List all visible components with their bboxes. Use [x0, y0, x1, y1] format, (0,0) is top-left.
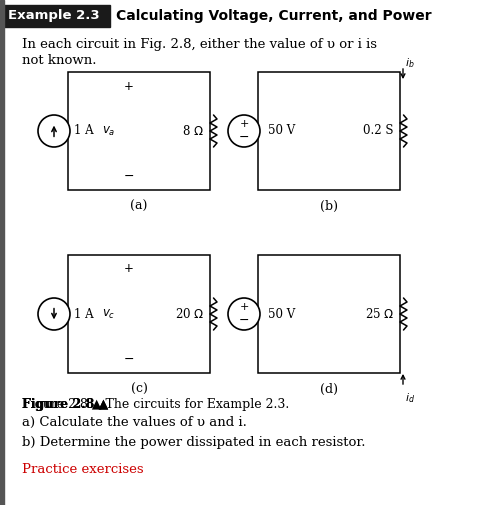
Text: a) Calculate the values of υ and i.: a) Calculate the values of υ and i.: [22, 416, 246, 429]
Text: Figure 2.8 ▲ The circuits for Example 2.3.: Figure 2.8 ▲ The circuits for Example 2.…: [22, 398, 288, 411]
Text: Figure 2.8 ▲: Figure 2.8 ▲: [22, 398, 108, 411]
Bar: [68, 72, 210, 190]
Text: +: +: [239, 302, 248, 312]
Text: 50 V: 50 V: [268, 125, 295, 137]
Text: $i_b$: $i_b$: [404, 56, 414, 70]
Text: 20 $\Omega$: 20 $\Omega$: [174, 307, 204, 321]
Text: −: −: [238, 314, 249, 327]
Circle shape: [38, 298, 70, 330]
Text: Figure 2.8 ▲: Figure 2.8 ▲: [22, 398, 108, 411]
Text: 0.2 S: 0.2 S: [363, 125, 393, 137]
Bar: [0, 0, 4, 505]
Text: (a): (a): [130, 199, 148, 213]
Text: b) Determine the power dissipated in each resistor.: b) Determine the power dissipated in eac…: [22, 436, 365, 449]
Text: −: −: [238, 131, 249, 144]
Text: +: +: [124, 79, 134, 92]
Text: +: +: [124, 263, 134, 276]
Circle shape: [38, 115, 70, 147]
Text: $v_c$: $v_c$: [102, 308, 115, 321]
Text: 25 $\Omega$: 25 $\Omega$: [364, 307, 393, 321]
Circle shape: [227, 115, 259, 147]
Bar: [257, 72, 399, 190]
Text: not known.: not known.: [22, 54, 96, 67]
Circle shape: [227, 298, 259, 330]
Text: 1 A: 1 A: [74, 125, 93, 137]
Text: Example 2.3: Example 2.3: [8, 10, 99, 23]
Text: 50 V: 50 V: [268, 308, 295, 321]
Bar: [68, 255, 210, 373]
Text: (b): (b): [319, 199, 337, 213]
Bar: [257, 255, 399, 373]
Text: −: −: [123, 170, 134, 182]
Text: In each circuit in Fig. 2.8, either the value of υ or i is: In each circuit in Fig. 2.8, either the …: [22, 38, 376, 51]
Text: −: −: [123, 352, 134, 366]
Text: Calculating Voltage, Current, and Power: Calculating Voltage, Current, and Power: [116, 9, 431, 23]
Text: Figure 2.8 ▲ The circuits for Example 2.3.: Figure 2.8 ▲ The circuits for Example 2.…: [22, 398, 288, 411]
Text: Practice exercises: Practice exercises: [22, 463, 143, 476]
Text: (d): (d): [319, 382, 337, 395]
Text: $i_d$: $i_d$: [404, 391, 414, 405]
Text: 8 $\Omega$: 8 $\Omega$: [182, 124, 204, 138]
Text: +: +: [239, 119, 248, 129]
Text: (c): (c): [130, 382, 147, 395]
Text: 1 A: 1 A: [74, 308, 93, 321]
Bar: [4, 5, 110, 27]
Text: $v_a$: $v_a$: [102, 124, 115, 137]
